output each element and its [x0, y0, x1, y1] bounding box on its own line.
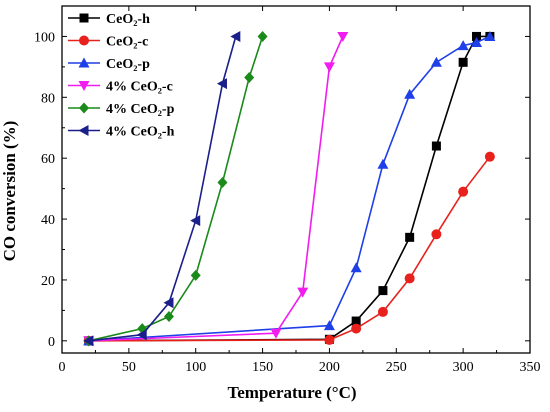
data-point [458, 57, 468, 67]
data-point [351, 323, 362, 334]
legend-item-4: 4% CeO₂-c [68, 80, 173, 95]
legend-marker [78, 57, 90, 68]
data-point [190, 269, 201, 281]
data-point [83, 335, 94, 347]
x-tick-label: 150 [252, 360, 273, 375]
plot-area [83, 30, 496, 347]
data-point [350, 262, 362, 273]
data-point [472, 31, 482, 41]
legend-item-2: CeO₂-c [68, 35, 148, 50]
data-point [404, 273, 415, 284]
data-point [216, 78, 227, 90]
x-axis-title: Temperature (°C) [227, 383, 356, 402]
legend-label: 4% CeO₂-h [106, 125, 175, 140]
data-point [217, 177, 228, 189]
series-6 [83, 30, 241, 347]
data-point [323, 320, 335, 331]
legend-marker [78, 125, 89, 136]
series-line [88, 36, 237, 342]
data-point [431, 229, 442, 240]
data-point [457, 40, 469, 51]
legend: CeO₂-h CeO₂-c CeO₂-p 4% CeO₂-c 4% CeO₂-p 4% C… [68, 12, 175, 140]
y-tick-label: 20 [41, 274, 55, 289]
y-tick-label: 0 [48, 335, 55, 350]
x-tick-label: 200 [319, 360, 340, 375]
data-point [484, 151, 495, 162]
data-point [377, 158, 389, 169]
data-point [244, 72, 255, 84]
y-tick-label: 40 [41, 213, 55, 228]
x-tick-label: 250 [386, 360, 407, 375]
data-point [405, 232, 415, 242]
legend-label: CeO₂-c [106, 35, 148, 50]
data-point [337, 31, 349, 42]
legend-marker [78, 81, 90, 91]
data-point [163, 310, 174, 322]
x-tick-label: 350 [520, 360, 541, 375]
legend-item-3: CeO₂-p [68, 57, 150, 72]
legend-item-5: 4% CeO₂-p [68, 102, 175, 117]
data-point [257, 30, 268, 42]
data-point [378, 286, 388, 296]
data-point [471, 37, 483, 48]
data-point [323, 62, 335, 73]
y-tick-label: 60 [41, 152, 55, 167]
legend-marker [79, 13, 89, 23]
series-5 [83, 30, 268, 347]
y-tick-label: 100 [34, 30, 55, 45]
data-point [230, 30, 241, 42]
data-point [163, 297, 174, 309]
series-3 [83, 30, 496, 346]
data-point [351, 316, 361, 326]
legend-label: CeO₂-h [106, 12, 150, 27]
legend-label: 4% CeO₂-p [106, 102, 175, 117]
y-tick-label: 80 [41, 91, 55, 106]
data-point [377, 306, 388, 317]
series-2 [83, 151, 495, 346]
x-tick-label: 50 [122, 360, 136, 375]
x-tick-label: 0 [59, 360, 66, 375]
data-point [136, 329, 147, 341]
legend-marker [79, 102, 89, 114]
data-point [484, 30, 496, 41]
legend-item-1: CeO₂-h [68, 12, 150, 27]
data-point [430, 56, 442, 67]
x-tick-label: 300 [453, 360, 474, 375]
data-point [458, 186, 469, 197]
legend-label: CeO₂-p [106, 57, 150, 72]
data-point [270, 328, 282, 339]
data-point [190, 215, 201, 227]
legend-marker [79, 35, 89, 46]
axes: 0 50 100 150 200 250 300 350 0 20 40 60 80 100 [34, 5, 541, 375]
data-point [297, 287, 309, 298]
legend-label: 4% CeO₂-c [106, 80, 173, 95]
data-point [431, 141, 441, 151]
legend-item-6: 4% CeO₂-h [68, 125, 175, 140]
y-axis-title: CO conversion (%) [0, 121, 19, 262]
data-point [404, 88, 416, 99]
x-tick-label: 100 [185, 360, 206, 375]
data-point [324, 334, 335, 345]
